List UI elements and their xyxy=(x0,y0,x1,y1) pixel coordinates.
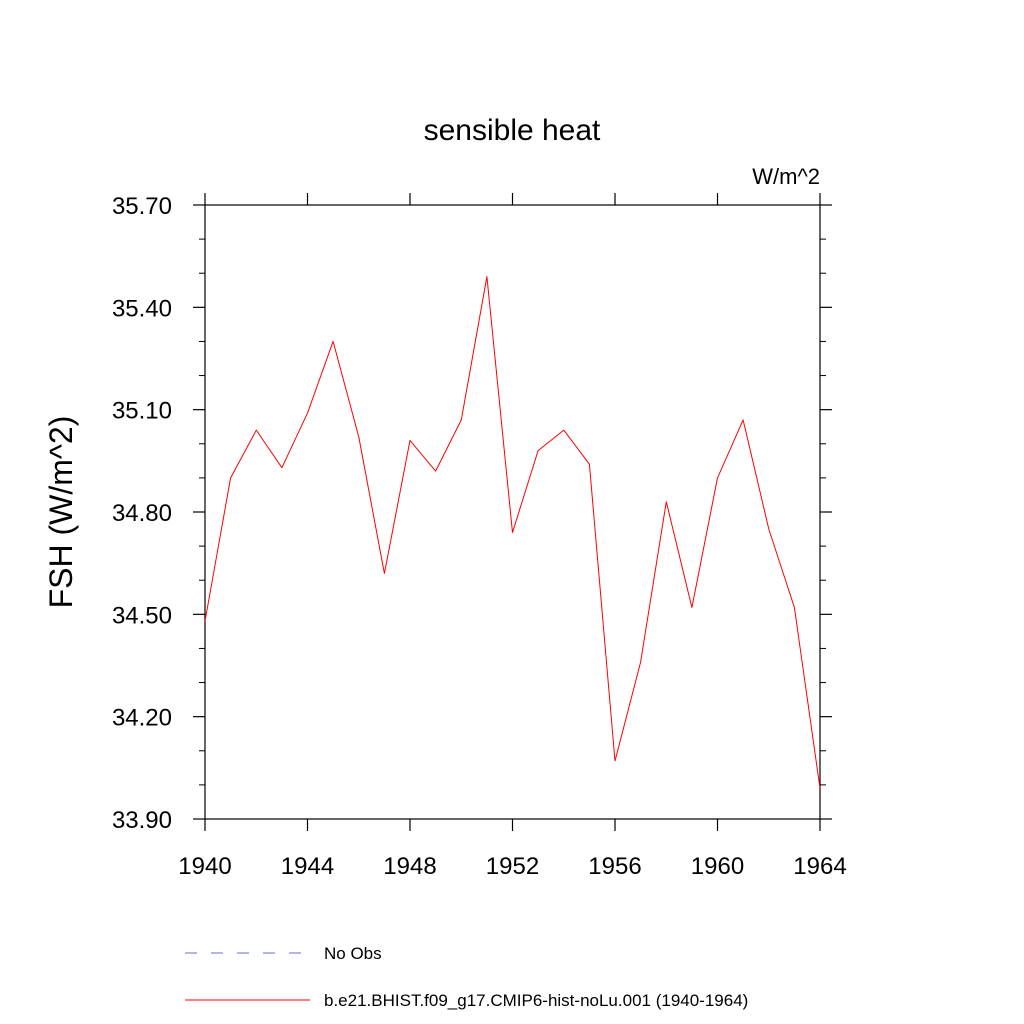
series-layer xyxy=(204,276,821,789)
y-tick-label: 35.70 xyxy=(112,193,172,220)
x-tick-label: 1956 xyxy=(588,853,641,880)
y-tick-label: 35.40 xyxy=(112,295,172,322)
x-tick-label: 1940 xyxy=(178,853,231,880)
y-tick-label: 34.50 xyxy=(112,602,172,629)
axis-tick-labels: 33.90 34.20 34.50 34.80 35.10 35.40 35.70 1940 1… xyxy=(112,193,847,880)
y-tick-label: 35.10 xyxy=(112,398,172,425)
chart-title: sensible heat xyxy=(424,114,601,147)
legend-label-no-obs: No Obs xyxy=(324,944,382,963)
legend: No Obs b.e21.BHIST.f09_g17.CMIP6-hist-no… xyxy=(185,944,748,1010)
units-label: W/m^2 xyxy=(752,164,820,189)
y-axis-label: FSH (W/m^2) xyxy=(43,416,79,609)
plot-frame xyxy=(204,204,821,820)
x-tick-label: 1952 xyxy=(486,853,539,880)
y-tick-label: 33.90 xyxy=(112,807,172,834)
y-tick-label: 34.20 xyxy=(112,705,172,732)
axis-ticks xyxy=(193,193,832,831)
x-tick-label: 1964 xyxy=(793,853,846,880)
x-tick-label: 1960 xyxy=(691,853,744,880)
series-line-0 xyxy=(204,276,821,789)
legend-label-model: b.e21.BHIST.f09_g17.CMIP6-hist-noLu.001 … xyxy=(324,991,748,1010)
x-tick-label: 1944 xyxy=(281,853,334,880)
y-tick-label: 34.80 xyxy=(112,500,172,527)
x-tick-label: 1948 xyxy=(383,853,436,880)
